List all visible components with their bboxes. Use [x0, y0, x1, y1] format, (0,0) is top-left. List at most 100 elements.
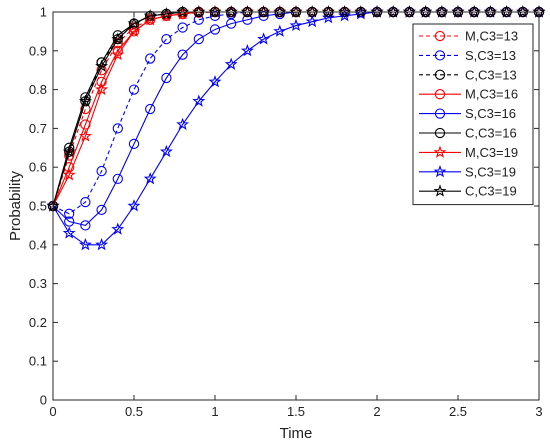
data-point: [305, 14, 319, 28]
legend-label: S,C3=19: [465, 164, 516, 179]
legend-marker: [434, 69, 446, 80]
data-point: [242, 14, 253, 25]
data-point: [128, 84, 140, 95]
data-point: [78, 129, 92, 142]
data-point: [273, 24, 287, 37]
legend-item: C,C3=19: [419, 184, 517, 199]
data-point: [419, 5, 433, 18]
data-point: [64, 208, 75, 219]
data-point: [402, 5, 416, 18]
legend-marker: [434, 127, 446, 139]
data-point: [240, 5, 254, 18]
y-axis-label: Probability: [7, 170, 24, 241]
data-point: [338, 9, 352, 22]
y-tick-label: 0: [40, 393, 47, 408]
data-point: [127, 16, 141, 30]
x-tick-label: 0.5: [125, 404, 143, 419]
data-point: [258, 10, 269, 22]
data-point: [127, 24, 141, 37]
data-point: [321, 11, 335, 24]
data-point: [289, 18, 303, 32]
data-point: [95, 59, 109, 72]
data-point: [338, 5, 352, 18]
data-point: [483, 5, 497, 18]
data-point: [224, 57, 238, 70]
legend-label: C,C3=19: [465, 184, 517, 199]
y-tick-label: 0.1: [29, 354, 47, 369]
data-point: [62, 226, 76, 239]
y-tick-label: 0.5: [29, 199, 47, 214]
data-point: [176, 117, 190, 131]
data-point: [111, 32, 125, 45]
data-point: [192, 94, 206, 107]
data-point: [96, 165, 107, 177]
legend-label: C,C3=13: [465, 67, 517, 82]
y-tick-label: 0.6: [29, 160, 47, 175]
data-point: [226, 18, 237, 29]
legend-marker: [434, 89, 446, 100]
legend-label: M,C3=16: [465, 87, 518, 102]
legend-item: C,C3=13: [419, 67, 517, 82]
data-point: [62, 144, 76, 158]
x-tick-label: 1: [211, 404, 218, 419]
y-tick-label: 0.3: [29, 276, 47, 291]
data-point: [161, 72, 172, 84]
data-point: [240, 44, 254, 57]
data-point: [305, 5, 319, 18]
data-point: [95, 82, 109, 96]
legend-item: M,C3=19: [419, 145, 518, 160]
data-point: [321, 5, 335, 18]
data-point: [209, 10, 221, 22]
x-tick-label: 2.5: [449, 404, 467, 419]
data-point: [95, 238, 109, 251]
data-point: [176, 5, 190, 18]
data-point: [145, 103, 156, 115]
data-point: [208, 75, 222, 88]
legend-marker: [433, 184, 447, 197]
legend-label: S,C3=13: [465, 48, 516, 63]
data-point: [111, 47, 125, 61]
x-tick-label: 2: [373, 404, 380, 419]
legend-label: C,C3=16: [465, 126, 517, 141]
legend-label: S,C3=16: [465, 106, 516, 121]
x-axis-label: Time: [280, 425, 313, 442]
data-point: [78, 238, 92, 251]
data-point: [161, 34, 172, 45]
legend-item: S,C3=13: [419, 48, 516, 63]
data-point: [209, 24, 221, 35]
data-point: [112, 173, 123, 184]
legend-item: C,C3=16: [419, 126, 517, 141]
data-point: [78, 94, 92, 107]
legend-label: M,C3=19: [465, 145, 518, 160]
y-tick-label: 0.7: [29, 121, 47, 136]
data-point: [177, 22, 188, 33]
data-point: [354, 5, 368, 18]
y-tick-label: 0.2: [29, 315, 47, 330]
data-point: [257, 5, 271, 18]
legend-marker: [434, 30, 446, 42]
data-point: [128, 138, 140, 150]
data-point: [177, 49, 188, 60]
legend-box: [412, 23, 534, 206]
legend-item: S,C3=16: [419, 106, 516, 121]
x-tick-label: 1.5: [287, 404, 305, 419]
data-point: [435, 5, 449, 18]
data-point: [500, 5, 514, 18]
data-point: [467, 5, 481, 18]
data-point: [80, 220, 91, 231]
legend-marker: [433, 145, 447, 158]
legend-marker: [433, 165, 447, 178]
y-ticks: 0 0.1 0.2 0.3 0.4 0.5 0.6 0.7 0.8 0.9 1: [29, 5, 539, 408]
x-tick-label: 3: [535, 404, 542, 419]
legend-marker: [434, 108, 446, 119]
data-point: [80, 103, 91, 115]
data-point: [112, 123, 123, 134]
data-point: [193, 34, 204, 45]
data-point: [257, 32, 271, 45]
data-point: [80, 196, 91, 208]
legend-item: M,C3=13: [419, 29, 518, 44]
data-point: [96, 76, 107, 87]
data-point: [193, 14, 204, 25]
y-tick-label: 0.9: [29, 43, 47, 58]
